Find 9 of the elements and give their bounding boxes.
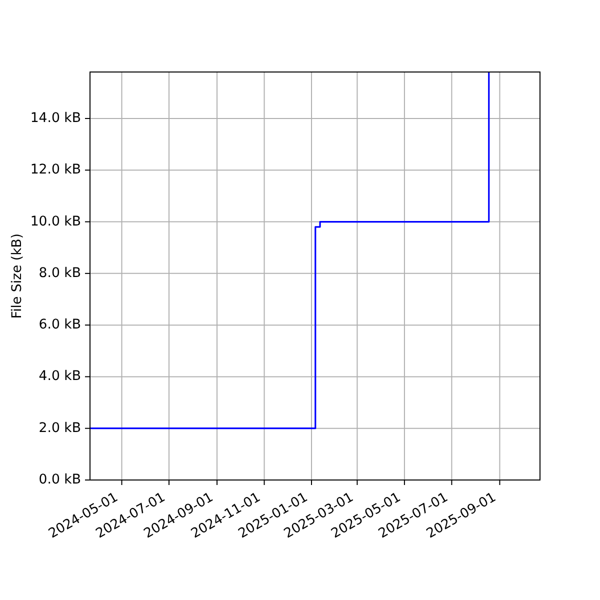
y-tick-label: 10.0 kB bbox=[30, 214, 81, 230]
y-tick-label: 0.0 kB bbox=[38, 472, 81, 488]
y-tick-label: 8.0 kB bbox=[38, 266, 81, 281]
y-tick-label: 6.0 kB bbox=[38, 318, 81, 333]
y-axis-title: File Size (kB) bbox=[10, 233, 25, 319]
y-tick-label: 12.0 kB bbox=[30, 162, 81, 178]
y-tick-label: 2.0 kB bbox=[38, 420, 81, 436]
y-tick-label: 14.0 kB bbox=[30, 110, 81, 126]
y-tick-label: 4.0 kB bbox=[38, 369, 81, 384]
